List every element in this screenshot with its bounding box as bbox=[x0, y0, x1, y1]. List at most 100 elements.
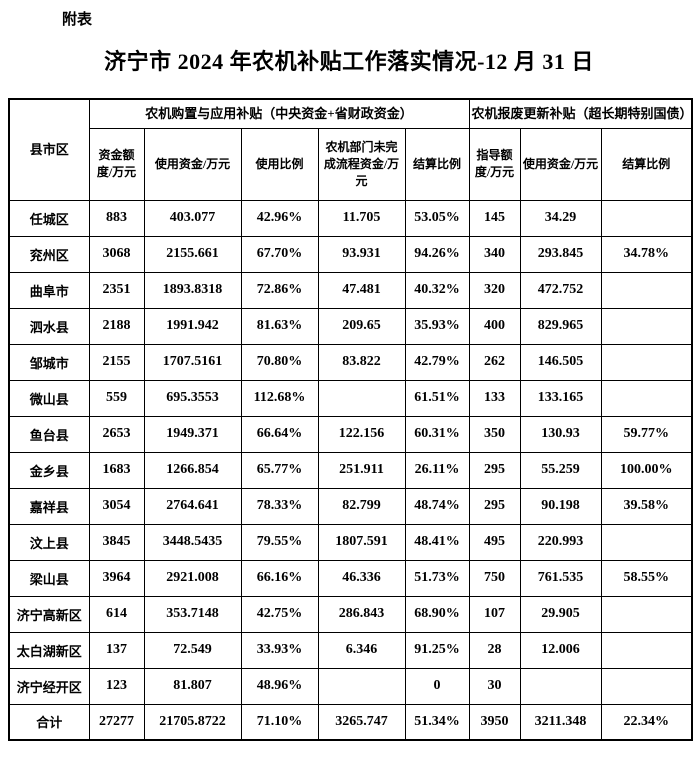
table-row: 太白湖新区 137 72.549 33.93% 6.346 91.25% 28 12.006 bbox=[8, 631, 693, 669]
data-cell: 21705.8722 bbox=[143, 703, 242, 741]
data-cell: 40.32% bbox=[404, 271, 470, 309]
data-cell: 3448.5435 bbox=[143, 523, 242, 561]
data-cell: 107 bbox=[468, 595, 521, 633]
data-cell bbox=[600, 343, 693, 381]
data-cell: 320 bbox=[468, 271, 521, 309]
row-county-name: 济宁经开区 bbox=[8, 667, 90, 705]
data-cell: 53.05% bbox=[404, 199, 470, 237]
data-cell: 695.3553 bbox=[143, 379, 242, 417]
data-cell: 91.25% bbox=[404, 631, 470, 669]
data-cell: 35.93% bbox=[404, 307, 470, 345]
data-cell: 209.65 bbox=[317, 307, 406, 345]
data-cell: 295 bbox=[468, 451, 521, 489]
data-cell: 33.93% bbox=[240, 631, 319, 669]
data-cell: 72.549 bbox=[143, 631, 242, 669]
group-header-purchase-subsidy: 农机购置与应用补贴（中央资金+省财政资金） bbox=[88, 98, 470, 129]
data-cell: 761.535 bbox=[519, 559, 602, 597]
data-cell: 286.843 bbox=[317, 595, 406, 633]
data-cell: 47.481 bbox=[317, 271, 406, 309]
data-cell: 65.77% bbox=[240, 451, 319, 489]
data-cell: 2921.008 bbox=[143, 559, 242, 597]
column-header-settlement-ratio: 结算比例 bbox=[404, 127, 470, 201]
data-cell: 1266.854 bbox=[143, 451, 242, 489]
data-cell: 58.55% bbox=[600, 559, 693, 597]
data-cell bbox=[317, 379, 406, 417]
data-cell: 72.86% bbox=[240, 271, 319, 309]
data-cell bbox=[600, 595, 693, 633]
row-county-name: 嘉祥县 bbox=[8, 487, 90, 525]
row-county-name: 兖州区 bbox=[8, 235, 90, 273]
table-body: 任城区 883 403.077 42.96% 11.705 53.05% 145 34.29 兖… bbox=[8, 199, 693, 741]
data-cell: 145 bbox=[468, 199, 521, 237]
data-cell: 829.965 bbox=[519, 307, 602, 345]
data-cell: 220.993 bbox=[519, 523, 602, 561]
data-cell: 48.74% bbox=[404, 487, 470, 525]
data-cell: 3054 bbox=[88, 487, 145, 525]
data-cell bbox=[317, 667, 406, 705]
row-county-name: 金乡县 bbox=[8, 451, 90, 489]
data-cell: 1893.8318 bbox=[143, 271, 242, 309]
data-cell: 60.31% bbox=[404, 415, 470, 453]
data-cell: 78.33% bbox=[240, 487, 319, 525]
data-cell: 3068 bbox=[88, 235, 145, 273]
data-cell: 66.16% bbox=[240, 559, 319, 597]
table-row: 曲阜市 2351 1893.8318 72.86% 47.481 40.32% 320 472… bbox=[8, 271, 693, 309]
table-row: 汶上县 3845 3448.5435 79.55% 1807.591 48.41% 495 2… bbox=[8, 523, 693, 561]
table-row: 邹城市 2155 1707.5161 70.80% 83.822 42.79% 262 146… bbox=[8, 343, 693, 381]
data-cell: 48.96% bbox=[240, 667, 319, 705]
data-cell: 67.70% bbox=[240, 235, 319, 273]
data-cell: 27277 bbox=[88, 703, 145, 741]
data-cell: 22.34% bbox=[600, 703, 693, 741]
row-county-name: 合计 bbox=[8, 703, 90, 741]
table-row: 泗水县 2188 1991.942 81.63% 209.65 35.93% 400 829.… bbox=[8, 307, 693, 345]
data-cell: 94.26% bbox=[404, 235, 470, 273]
column-header-guide-quota: 指导额度/万元 bbox=[468, 127, 521, 201]
data-cell: 1991.942 bbox=[143, 307, 242, 345]
data-cell: 93.931 bbox=[317, 235, 406, 273]
data-cell: 83.822 bbox=[317, 343, 406, 381]
data-cell: 39.58% bbox=[600, 487, 693, 525]
data-cell: 295 bbox=[468, 487, 521, 525]
corner-header-county: 县市区 bbox=[8, 98, 90, 201]
row-county-name: 微山县 bbox=[8, 379, 90, 417]
data-cell: 614 bbox=[88, 595, 145, 633]
column-header-used-funds-2: 使用资金/万元 bbox=[519, 127, 602, 201]
column-header-usage-ratio: 使用比例 bbox=[240, 127, 319, 201]
data-cell: 883 bbox=[88, 199, 145, 237]
row-county-name: 任城区 bbox=[8, 199, 90, 237]
data-cell: 34.78% bbox=[600, 235, 693, 273]
data-cell bbox=[600, 271, 693, 309]
table-row: 兖州区 3068 2155.661 67.70% 93.931 94.26% 340 293.… bbox=[8, 235, 693, 273]
data-cell: 2155 bbox=[88, 343, 145, 381]
data-cell bbox=[519, 667, 602, 705]
table-row-total: 合计 27277 21705.8722 71.10% 3265.747 51.34% 395… bbox=[8, 703, 693, 741]
data-cell: 130.93 bbox=[519, 415, 602, 453]
data-cell: 3265.747 bbox=[317, 703, 406, 741]
data-cell: 51.34% bbox=[404, 703, 470, 741]
table-row: 嘉祥县 3054 2764.641 78.33% 82.799 48.74% 295 90.1… bbox=[8, 487, 693, 525]
appendix-label: 附表 bbox=[62, 11, 93, 28]
data-cell: 81.63% bbox=[240, 307, 319, 345]
data-cell: 1949.371 bbox=[143, 415, 242, 453]
data-cell: 293.845 bbox=[519, 235, 602, 273]
data-cell: 3964 bbox=[88, 559, 145, 597]
row-county-name: 太白湖新区 bbox=[8, 631, 90, 669]
data-cell: 66.64% bbox=[240, 415, 319, 453]
data-cell: 42.96% bbox=[240, 199, 319, 237]
data-cell: 51.73% bbox=[404, 559, 470, 597]
data-cell: 146.505 bbox=[519, 343, 602, 381]
data-cell bbox=[600, 199, 693, 237]
data-cell: 2188 bbox=[88, 307, 145, 345]
table-row: 梁山县 3964 2921.008 66.16% 46.336 51.73% 750 761.… bbox=[8, 559, 693, 597]
table-row: 济宁高新区 614 353.7148 42.75% 286.843 68.90% 107 29… bbox=[8, 595, 693, 633]
row-county-name: 邹城市 bbox=[8, 343, 90, 381]
data-cell: 123 bbox=[88, 667, 145, 705]
data-cell: 46.336 bbox=[317, 559, 406, 597]
data-cell: 48.41% bbox=[404, 523, 470, 561]
data-cell: 61.51% bbox=[404, 379, 470, 417]
data-cell: 12.006 bbox=[519, 631, 602, 669]
data-cell: 340 bbox=[468, 235, 521, 273]
data-cell: 30 bbox=[468, 667, 521, 705]
data-cell: 400 bbox=[468, 307, 521, 345]
table-column-header-row: 资金额度/万元 使用资金/万元 使用比例 农机部门未完成流程资金/万元 结算比例… bbox=[9, 127, 693, 201]
